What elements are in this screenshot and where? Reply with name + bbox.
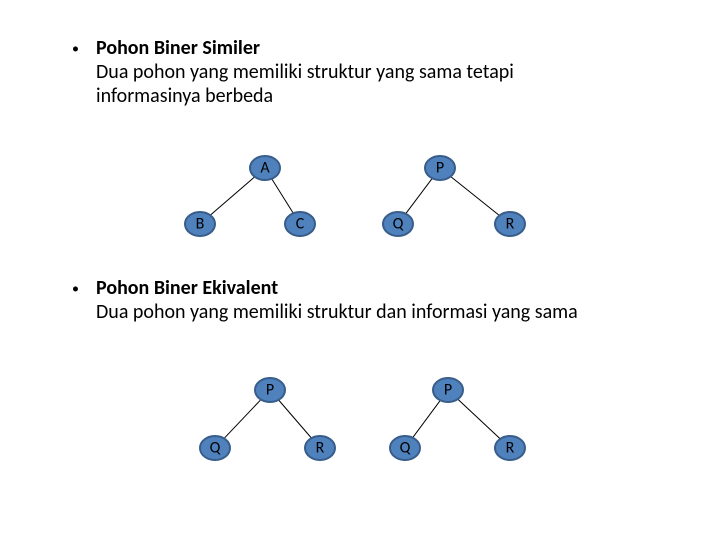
tree-node-label: R	[506, 215, 515, 234]
tree-node-label: A	[260, 159, 270, 178]
tree-edge	[458, 399, 501, 439]
tree-edge	[406, 178, 433, 213]
tree-node-label: P	[444, 381, 452, 400]
tree-edge	[413, 400, 441, 437]
tree-edge	[210, 177, 255, 215]
tree-node-label: C	[296, 215, 305, 234]
tree-node-label: R	[506, 439, 515, 458]
tree-node-label: B	[196, 215, 205, 234]
tree-node-label: P	[266, 381, 274, 400]
tree-edge	[224, 400, 261, 439]
tree-node-label: P	[436, 159, 444, 178]
tree-node-label: R	[316, 439, 325, 458]
trees-diagram: A B C P Q R P Q R P Q R	[0, 0, 720, 540]
tree-edge	[451, 176, 500, 215]
tree-edge	[279, 400, 312, 438]
slide: • Pohon Biner Similer Dua pohon yang mem…	[0, 0, 720, 540]
tree-node-label: Q	[210, 439, 222, 458]
tree-edge	[272, 179, 294, 214]
tree-node-label: Q	[393, 215, 405, 234]
tree-node-label: Q	[400, 439, 412, 458]
